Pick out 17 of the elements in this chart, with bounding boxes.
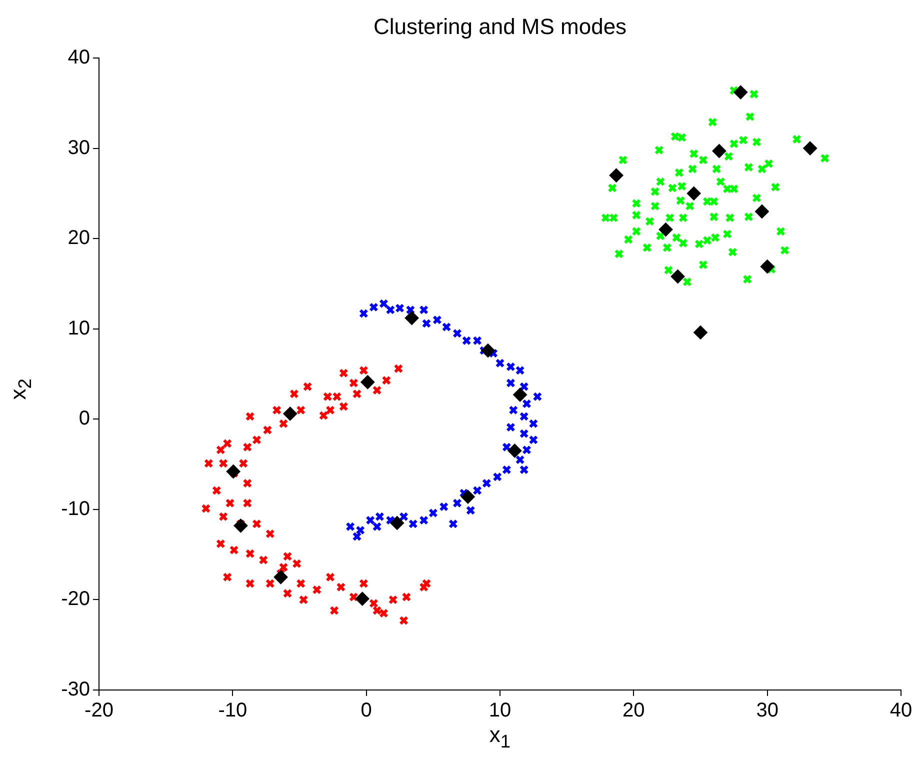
- x-tick-label: 30: [756, 700, 778, 722]
- y-tick-label: 10: [68, 317, 90, 340]
- x-tick-label: -10: [218, 700, 248, 722]
- y-tick-label: -10: [61, 498, 90, 520]
- y-tick-label: 0: [78, 408, 90, 430]
- x-tick-label: -20: [84, 700, 114, 722]
- x-tick-label: 40: [890, 700, 912, 722]
- x-axis-title: x$_{1}$: [488, 722, 512, 752]
- x-tick-label: 20: [622, 700, 645, 722]
- chart-title: Clustering and MS modes: [372, 14, 628, 40]
- x-tick-label: 10: [488, 700, 512, 722]
- y-tick-label: 20: [68, 227, 90, 250]
- y-tick-label: -30: [61, 678, 90, 701]
- x-tick-label: 0: [360, 700, 372, 722]
- y-tick-label: 30: [68, 136, 90, 159]
- y-tick-label: -20: [61, 588, 90, 610]
- y-tick-label: 40: [68, 46, 90, 69]
